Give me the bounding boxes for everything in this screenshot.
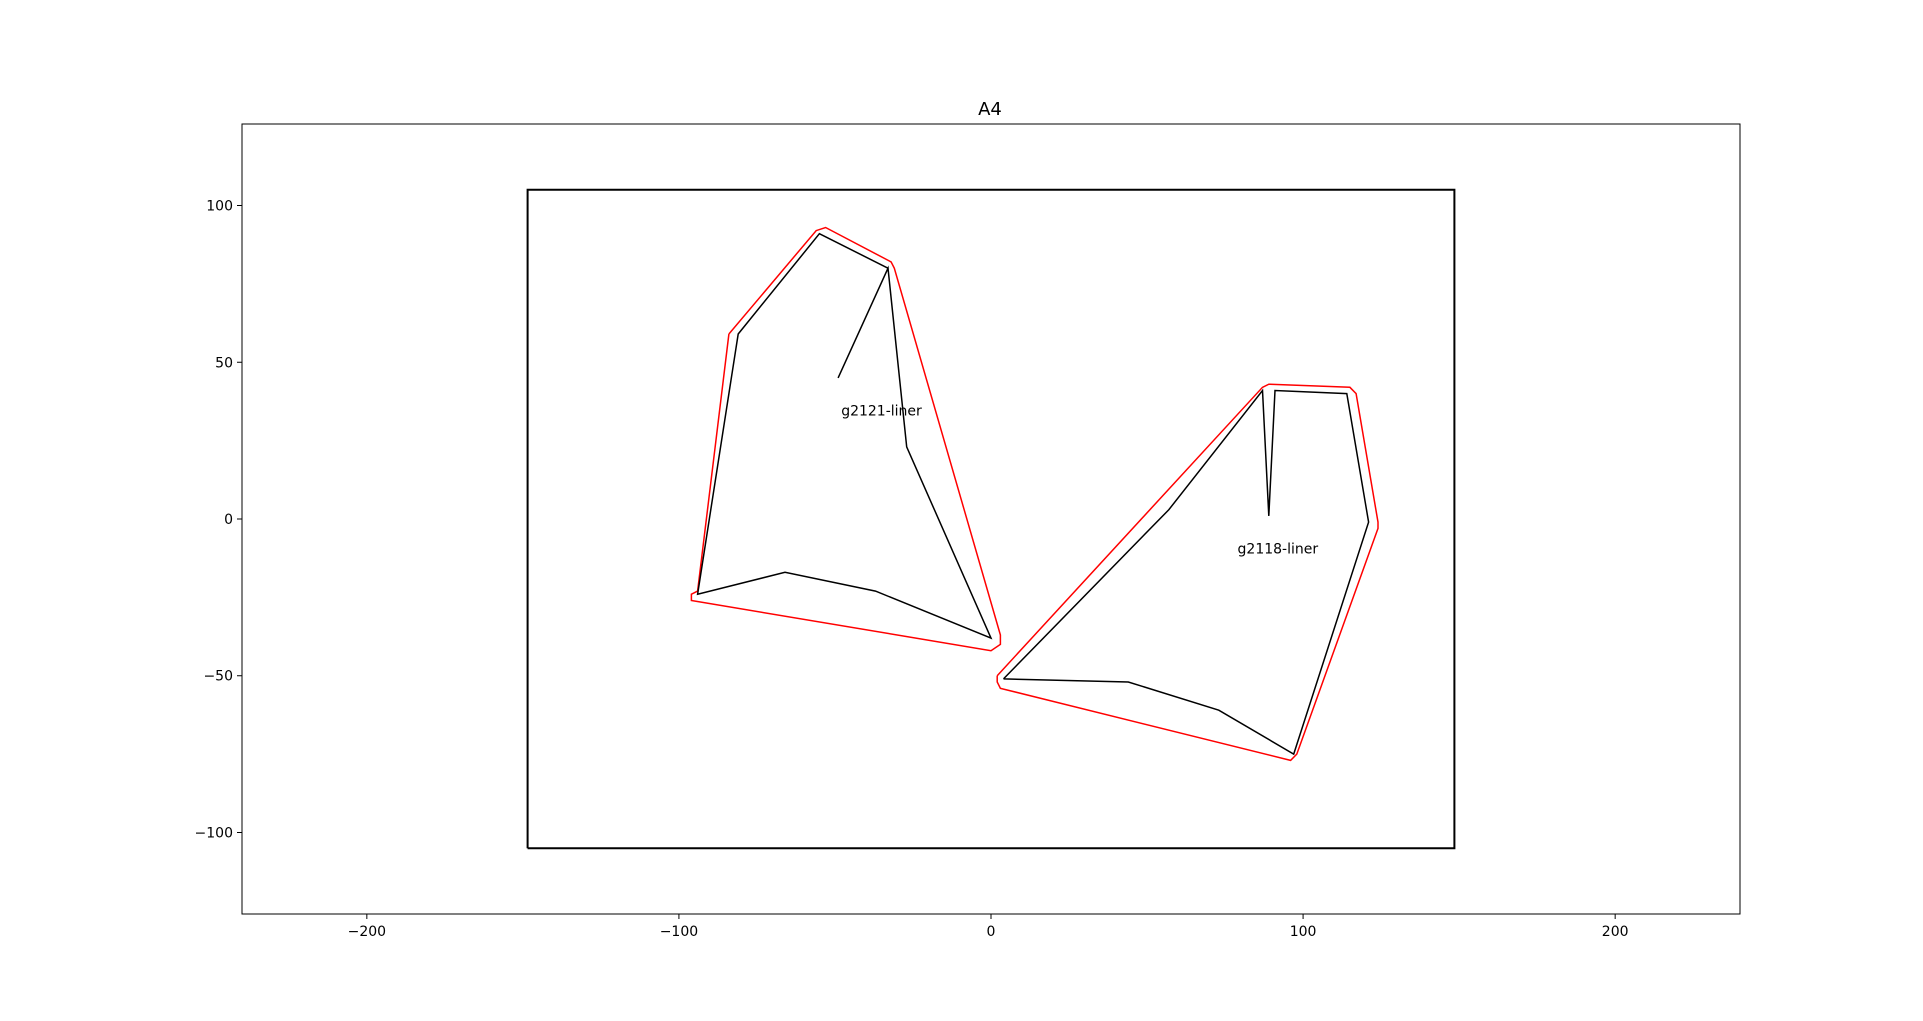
- y-tick-label: 50: [215, 355, 233, 371]
- plot-lines: [526, 188, 1456, 850]
- chart-title: A4: [978, 99, 1002, 120]
- series-outline-4: [1002, 388, 1370, 756]
- x-tick-label: 0: [987, 924, 996, 940]
- y-axis-ticks: −100 −50 0 50 100: [195, 199, 242, 841]
- y-tick-label: −50: [203, 669, 233, 685]
- x-tick-label: 200: [1602, 924, 1629, 940]
- series-offset-3: [996, 383, 1379, 762]
- series-sheet-0: [526, 188, 1456, 850]
- y-tick-label: −100: [195, 825, 233, 841]
- series-outline-2: [696, 232, 993, 640]
- x-tick-label: −200: [348, 924, 386, 940]
- annotations: g2121-liner g2118-liner: [841, 404, 1318, 558]
- annotation-label: g2118-liner: [1238, 541, 1319, 557]
- series-offset-1: [690, 226, 1002, 652]
- y-tick-label: 0: [224, 512, 233, 528]
- x-tick-label: −100: [660, 924, 698, 940]
- annotation-label: g2121-liner: [841, 404, 922, 420]
- x-axis-ticks: −200 −100 0 100 200: [348, 914, 1629, 940]
- x-tick-label: 100: [1290, 924, 1317, 940]
- y-tick-label: 100: [206, 199, 233, 215]
- axes-frame: [241, 123, 1741, 915]
